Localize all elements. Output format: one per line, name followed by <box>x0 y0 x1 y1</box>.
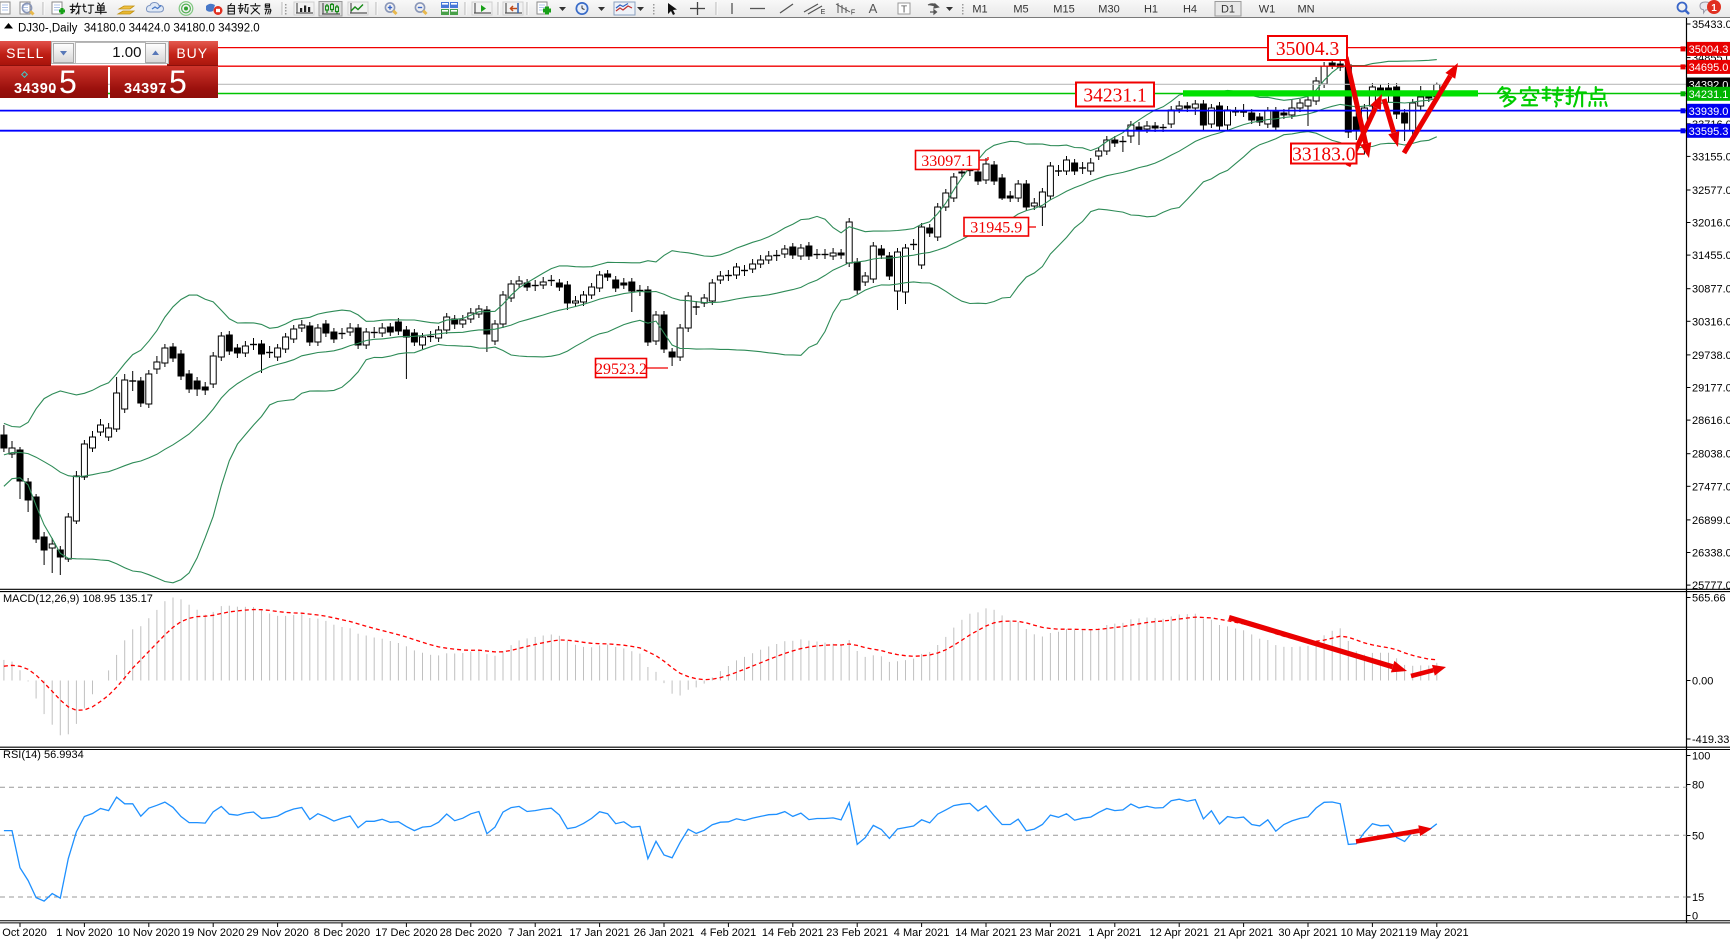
svg-text:7 Jan 2021: 7 Jan 2021 <box>508 927 562 939</box>
svg-text:M5: M5 <box>1013 4 1028 16</box>
svg-text:15: 15 <box>1692 892 1704 904</box>
svg-text:F: F <box>851 10 855 17</box>
svg-text:31945.9: 31945.9 <box>970 220 1022 237</box>
svg-text:28616.0: 28616.0 <box>1692 415 1730 427</box>
svg-text:33097.1: 33097.1 <box>921 153 973 170</box>
svg-text:A: A <box>869 1 878 16</box>
svg-text:28 Dec 2020: 28 Dec 2020 <box>440 927 502 939</box>
svg-text:26899.0: 26899.0 <box>1692 515 1730 527</box>
svg-text:33183.0: 33183.0 <box>1292 145 1355 166</box>
svg-text:23 Feb 2021: 23 Feb 2021 <box>826 927 888 939</box>
svg-text:27477.0: 27477.0 <box>1692 481 1730 493</box>
svg-text:26338.0: 26338.0 <box>1692 548 1730 560</box>
svg-text:DJ30-,Daily 34180.0 34424.0 3: DJ30-,Daily 34180.0 34424.0 34180.0 3439… <box>18 23 260 35</box>
svg-text:RSI(14) 56.9934: RSI(14) 56.9934 <box>3 749 84 761</box>
svg-text:29177.0: 29177.0 <box>1692 383 1730 395</box>
svg-text:28038.0: 28038.0 <box>1692 449 1730 461</box>
svg-text:30877.0: 30877.0 <box>1692 284 1730 296</box>
svg-text:10 Nov 2020: 10 Nov 2020 <box>118 927 180 939</box>
svg-text:17 Jan 2021: 17 Jan 2021 <box>569 927 630 939</box>
svg-text:0: 0 <box>1692 911 1698 923</box>
svg-text:10 May 2021: 10 May 2021 <box>1341 927 1405 939</box>
svg-text:100: 100 <box>1692 751 1710 763</box>
svg-text:1 Apr 2021: 1 Apr 2021 <box>1088 927 1141 939</box>
svg-text:31455.0: 31455.0 <box>1692 250 1730 262</box>
svg-text:M1: M1 <box>972 4 987 16</box>
svg-text:30316.0: 30316.0 <box>1692 316 1730 328</box>
svg-text:0.00: 0.00 <box>1692 676 1713 688</box>
svg-text:E: E <box>821 9 826 16</box>
svg-text:M30: M30 <box>1098 4 1119 16</box>
svg-text:1 Nov 2020: 1 Nov 2020 <box>56 927 112 939</box>
svg-text:26 Jan 2021: 26 Jan 2021 <box>634 927 695 939</box>
svg-text:33939.0: 33939.0 <box>1689 106 1729 118</box>
svg-text:565.66: 565.66 <box>1692 593 1726 605</box>
svg-text:H4: H4 <box>1183 4 1197 16</box>
svg-text:80: 80 <box>1692 780 1704 792</box>
svg-text:4 Feb 2021: 4 Feb 2021 <box>701 927 757 939</box>
svg-text:-419.33: -419.33 <box>1692 734 1729 746</box>
svg-text:19 Nov 2020: 19 Nov 2020 <box>182 927 244 939</box>
svg-text:35433.0: 35433.0 <box>1692 19 1730 31</box>
svg-text:21 Apr 2021: 21 Apr 2021 <box>1214 927 1273 939</box>
svg-text:14 Mar 2021: 14 Mar 2021 <box>955 927 1017 939</box>
svg-text:MACD(12,26,9) 108.95 135.17: MACD(12,26,9) 108.95 135.17 <box>3 593 153 605</box>
svg-text:50: 50 <box>1692 831 1704 843</box>
svg-text:H1: H1 <box>1144 4 1158 16</box>
svg-text:W1: W1 <box>1259 4 1276 16</box>
svg-text:29523.2: 29523.2 <box>595 361 647 378</box>
svg-text:4 Mar 2021: 4 Mar 2021 <box>894 927 950 939</box>
svg-text:34231.1: 34231.1 <box>1689 89 1729 101</box>
svg-text:32577.0: 32577.0 <box>1692 185 1730 197</box>
svg-text:29 Nov 2020: 29 Nov 2020 <box>246 927 308 939</box>
svg-text:17 Dec 2020: 17 Dec 2020 <box>375 927 437 939</box>
svg-text:19 May 2021: 19 May 2021 <box>1405 927 1469 939</box>
svg-text:32016.0: 32016.0 <box>1692 218 1730 230</box>
svg-text:29738.0: 29738.0 <box>1692 350 1730 362</box>
svg-text:2 Oct 2020: 2 Oct 2020 <box>0 927 47 939</box>
svg-text:23 Mar 2021: 23 Mar 2021 <box>1020 927 1082 939</box>
svg-text:MN: MN <box>1297 4 1314 16</box>
svg-text:34695.0: 34695.0 <box>1689 62 1729 74</box>
svg-text:33595.3: 33595.3 <box>1689 126 1729 138</box>
svg-text:35004.3: 35004.3 <box>1276 39 1339 60</box>
svg-text:T: T <box>901 5 907 16</box>
svg-text:8 Dec 2020: 8 Dec 2020 <box>314 927 370 939</box>
svg-text:1: 1 <box>1711 3 1717 14</box>
svg-text:D1: D1 <box>1221 4 1235 16</box>
svg-text:34231.1: 34231.1 <box>1083 86 1146 107</box>
svg-text:14 Feb 2021: 14 Feb 2021 <box>762 927 824 939</box>
svg-text:33155.0: 33155.0 <box>1692 151 1730 163</box>
svg-text:35004.3: 35004.3 <box>1689 44 1729 56</box>
svg-text:30 Apr 2021: 30 Apr 2021 <box>1278 927 1337 939</box>
svg-text:M15: M15 <box>1053 4 1074 16</box>
svg-text:12 Apr 2021: 12 Apr 2021 <box>1150 927 1209 939</box>
svg-text:25777.0: 25777.0 <box>1692 580 1730 592</box>
